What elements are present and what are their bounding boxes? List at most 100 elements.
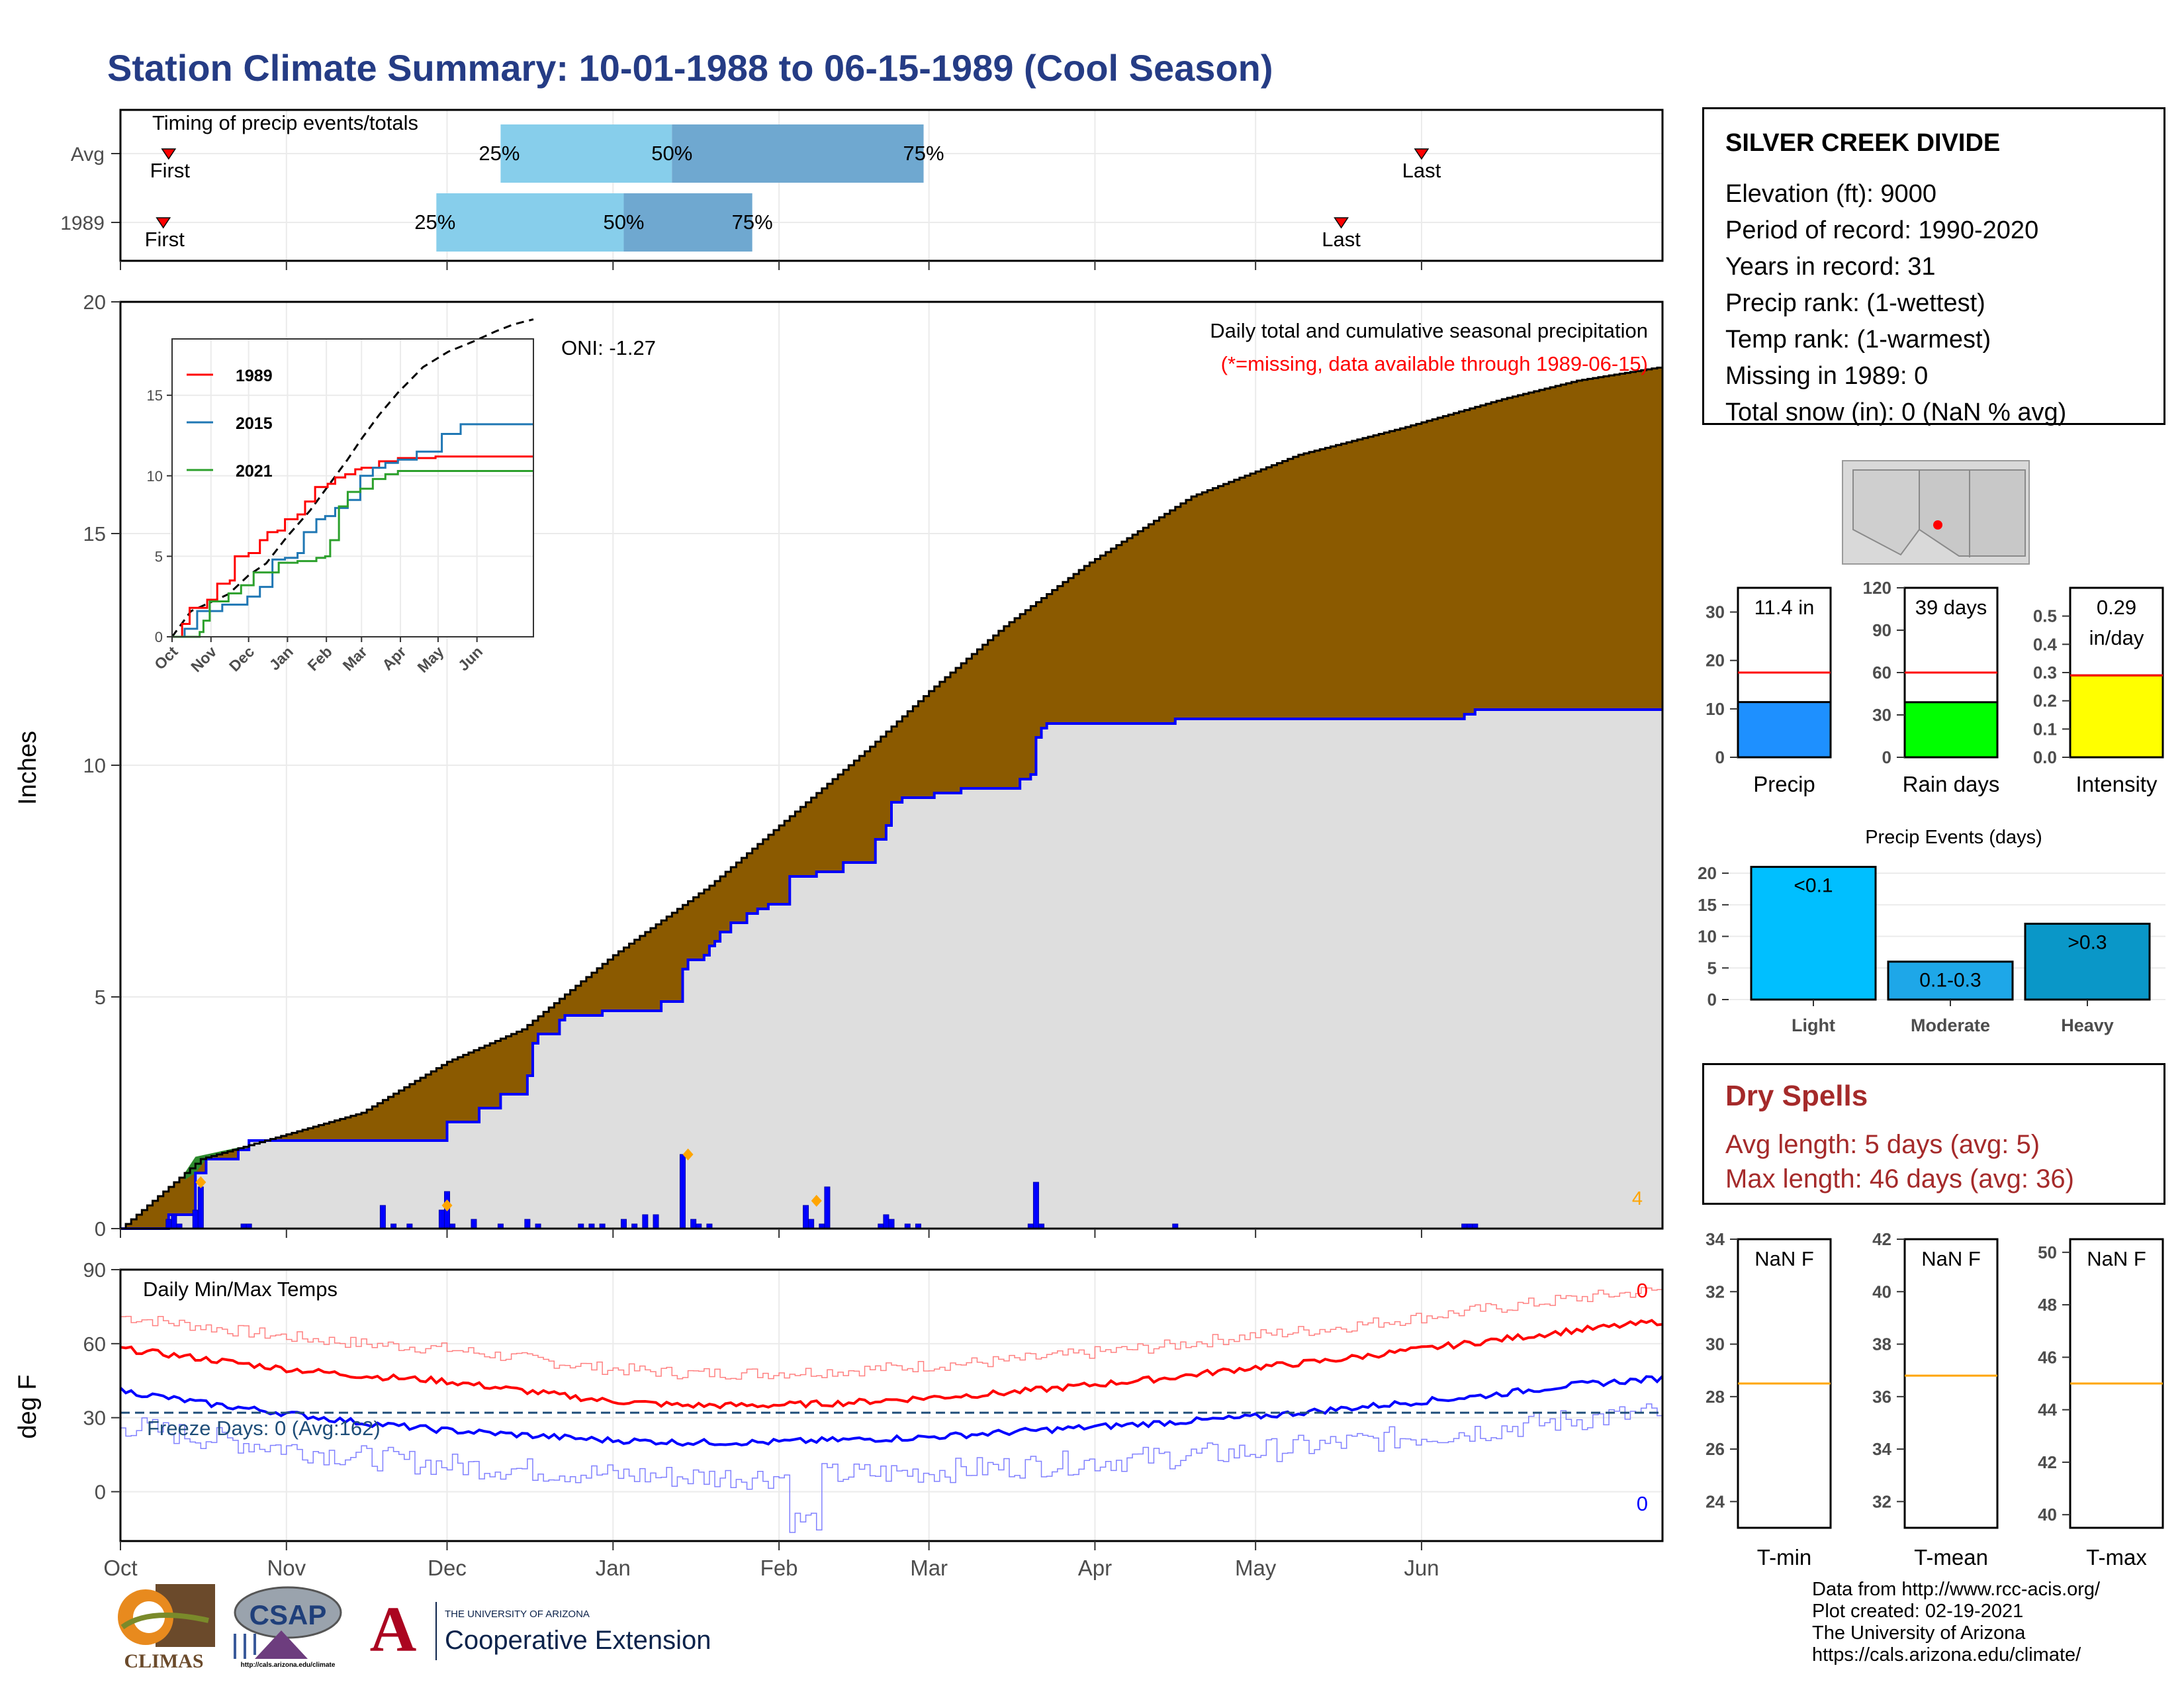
summary-bar-value-label: 11.4 in	[1754, 596, 1815, 619]
timeline-last-label: Last	[1322, 228, 1361, 251]
summary-bar-y-tick-label: 0.2	[2033, 691, 2057, 711]
inset-y-tick-label: 5	[155, 548, 163, 565]
timeline-title: Timing of precip events/totals	[152, 111, 418, 134]
events-category-label: Heavy	[2061, 1015, 2114, 1035]
locator-map-state-west	[1852, 469, 1920, 556]
events-category-label: Moderate	[1911, 1015, 1990, 1035]
credits: Data from http://www.rcc-acis.org/ Plot …	[1812, 1579, 2100, 1666]
precip-daily-bar	[808, 1219, 815, 1229]
summary-bar-value-label: NaN F	[2087, 1247, 2146, 1270]
summary-bar-y-tick-label: 30	[1706, 1335, 1725, 1354]
summary-bar-y-tick-label: 30	[1706, 602, 1725, 622]
temp-y-tick-label: 0	[95, 1480, 106, 1503]
inset-legend-label: 2021	[236, 462, 273, 481]
temp-x-tick-label: May	[1235, 1556, 1277, 1580]
summary-bar-value-label: 0.29	[2097, 596, 2136, 619]
credit-source: Data from http://www.rcc-acis.org/	[1812, 1579, 2101, 1600]
precip-y-axis-label: Inches	[14, 731, 42, 805]
summary-bar-y-tick-label: 0.5	[2033, 606, 2057, 626]
timeline-bar-25-50	[436, 193, 624, 252]
dry-spells-title: Dry Spells	[1725, 1080, 1868, 1112]
inset-legend-label: 2015	[236, 414, 273, 433]
summary-bar-y-tick-label: 10	[1706, 699, 1725, 719]
temp-max-count: 0	[1637, 1279, 1648, 1302]
station-name: SILVER CREEK DIVIDE	[1725, 129, 2001, 157]
summary-bar-y-tick-label: 36	[1872, 1387, 1891, 1407]
summary-bar-y-tick-label: 44	[2038, 1400, 2057, 1420]
timeline-row-label: Avg	[71, 144, 105, 165]
credit-created: Plot created: 02-19-2021	[1812, 1601, 2024, 1622]
inset-legend-label: 1989	[236, 367, 273, 385]
events-title: Precip Events (days)	[1865, 827, 2042, 848]
timeline-last-marker	[1414, 148, 1430, 160]
inset-series-line	[172, 455, 533, 638]
temp-x-tick-label: Nov	[267, 1556, 306, 1580]
precip-y-tick-label: 15	[83, 522, 106, 545]
summary-bar-title: Intensity	[2076, 772, 2158, 796]
precip-daily-bar	[192, 1209, 199, 1229]
temp-y-axis-label: deg F	[14, 1374, 42, 1438]
timeline-first-label: First	[145, 228, 185, 251]
summary-bar-value-label: NaN F	[1921, 1247, 1981, 1270]
dry-spells-panel: Dry Spells Avg length: 5 days (avg: 5) M…	[1702, 1063, 2165, 1205]
precip-snow-count: 4	[1632, 1188, 1643, 1209]
summary-bar-y-tick-label: 48	[2038, 1295, 2057, 1315]
temp-y-tick-label: 90	[83, 1258, 106, 1282]
summary-bar-y-tick-label: 24	[1706, 1491, 1725, 1511]
summary-bar-y-tick-label: 50	[2038, 1243, 2057, 1262]
precip-snow-marker	[195, 1176, 206, 1188]
precip-daily-bar	[690, 1219, 697, 1229]
ua-a-icon: A	[369, 1594, 417, 1665]
ua-divider	[435, 1602, 437, 1660]
precip-deficit-area	[120, 367, 1662, 1229]
timeline-bar-50-75	[672, 124, 924, 183]
ua-cooperative-extension-logo: A THE UNIVERSITY OF ARIZONA Cooperative …	[357, 1597, 754, 1669]
timeline-label-25: 25%	[414, 211, 455, 234]
precip-daily-bar	[888, 1219, 895, 1229]
summary-bar-y-tick-label: 42	[2038, 1452, 2057, 1472]
summary-bar-y-tick-label: 42	[1872, 1229, 1891, 1249]
precip-daily-bar	[653, 1214, 659, 1229]
temp-x-tick-label: Jun	[1404, 1556, 1439, 1580]
timeline-label-50: 50%	[651, 142, 692, 165]
summary-bar-y-tick-label: 40	[1872, 1282, 1891, 1301]
summary-bar-y-tick-label: 40	[2038, 1505, 2057, 1524]
timeline-first-marker	[156, 217, 171, 229]
timeline-row-label: 1989	[60, 212, 105, 234]
dry-spells-avg: Avg length: 5 days (avg: 5)	[1725, 1130, 2040, 1159]
summary-bar-title: Precip	[1753, 772, 1815, 796]
timeline-label-75: 75%	[903, 142, 944, 165]
credit-url[interactable]: https://cals.arizona.edu/climate/	[1812, 1644, 2081, 1665]
summary-bar-y-tick-label: 38	[1872, 1335, 1891, 1354]
precip-y-tick-label: 5	[95, 986, 106, 1009]
summary-bar-title: T-max	[2086, 1545, 2147, 1570]
summary-bar-unit-label: in/day	[2089, 626, 2144, 649]
inset-frame	[171, 338, 534, 637]
inset-y-tick-label: 15	[147, 387, 163, 404]
events-y-tick-label: 15	[1698, 895, 1717, 915]
events-bar	[2024, 922, 2151, 1001]
timeline-label-75: 75%	[732, 211, 773, 234]
summary-bar-y-tick-label: 0.4	[2033, 634, 2058, 654]
timeline-bar-50-75	[623, 193, 752, 252]
summary-bar-y-tick-label: 28	[1706, 1387, 1725, 1407]
precip-daily-bar	[1032, 1182, 1039, 1229]
summary-bar-y-tick-label: 60	[1872, 663, 1891, 682]
timeline-first-label: First	[150, 159, 191, 182]
temp-x-tick-label: Jan	[596, 1556, 631, 1580]
locator-map-state-arizona	[1919, 469, 2026, 557]
temp-y-tick-label: 30	[83, 1407, 106, 1430]
climas-logo: CLIMAS	[109, 1581, 218, 1673]
dry-spells-max: Max length: 46 days (avg: 36)	[1725, 1164, 2074, 1194]
station-period: Period of record: 1990-2020	[1725, 216, 2039, 244]
precip-daily-bar	[379, 1205, 386, 1229]
timeline-label-50: 50%	[603, 211, 644, 234]
summary-bar-y-tick-label: 34	[1872, 1439, 1891, 1459]
precip-daily-bar	[438, 1209, 445, 1229]
summary-bar-y-tick-label: 0.3	[2033, 663, 2057, 682]
summary-bar-title: T-min	[1757, 1545, 1812, 1570]
summary-bar-y-tick-label: 0	[1882, 747, 1891, 767]
precip-y-tick-label: 0	[95, 1217, 106, 1241]
precip-snow-marker	[682, 1149, 694, 1160]
precip-daily-bar	[824, 1186, 831, 1229]
